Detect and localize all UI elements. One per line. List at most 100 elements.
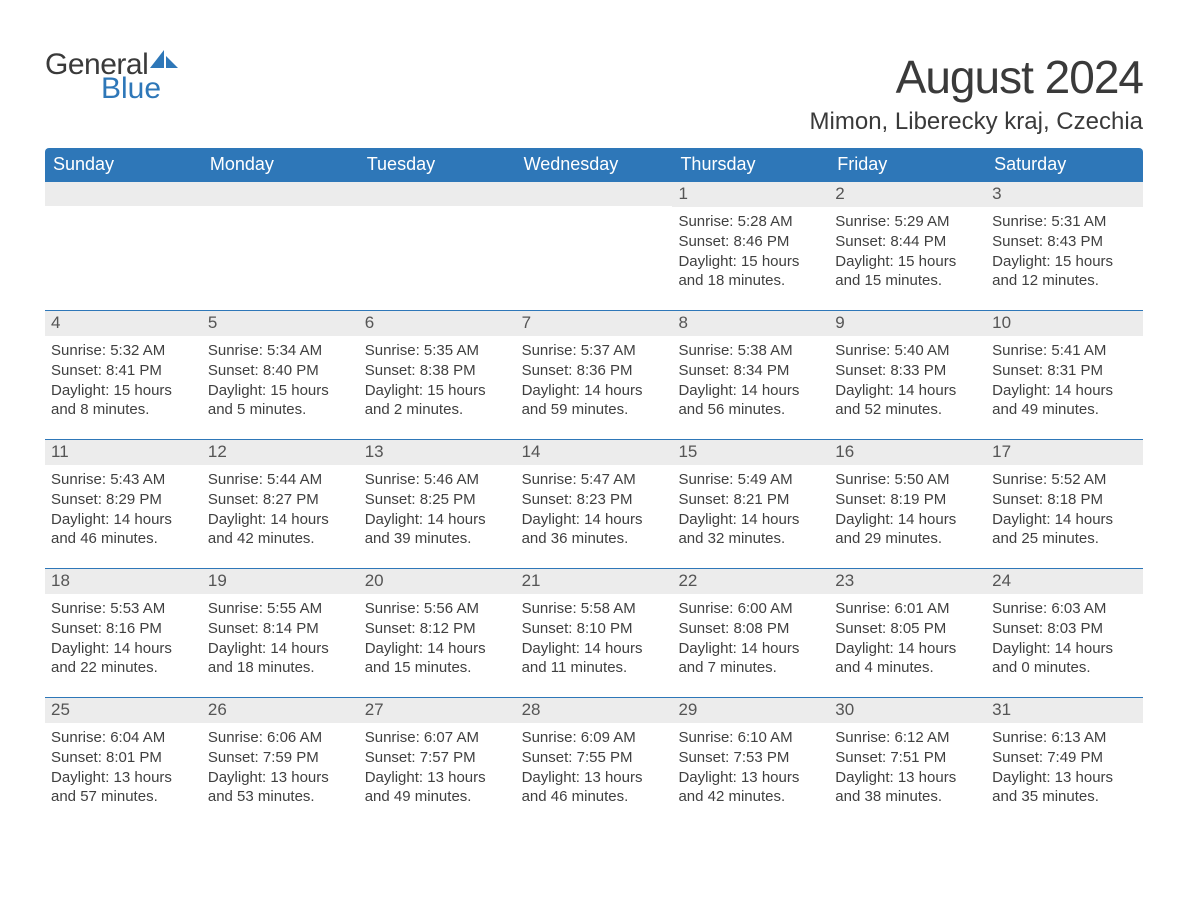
sunset-line: Sunset: 8:34 PM [678, 361, 823, 381]
sunset-line: Sunset: 8:18 PM [992, 490, 1137, 510]
day-number: 6 [359, 311, 516, 336]
day-number: 16 [829, 440, 986, 465]
sunset-line: Sunset: 8:05 PM [835, 619, 980, 639]
day-cell [45, 182, 202, 310]
day-body: Sunrise: 5:38 AMSunset: 8:34 PMDaylight:… [672, 336, 829, 426]
day-body: Sunrise: 5:53 AMSunset: 8:16 PMDaylight:… [45, 594, 202, 684]
sunrise-line: Sunrise: 6:04 AM [51, 728, 196, 748]
daylight-line: Daylight: 14 hours and 36 minutes. [522, 510, 667, 550]
sunset-line: Sunset: 8:03 PM [992, 619, 1137, 639]
sunrise-line: Sunrise: 6:01 AM [835, 599, 980, 619]
day-cell: 3Sunrise: 5:31 AMSunset: 8:43 PMDaylight… [986, 182, 1143, 310]
sunset-line: Sunset: 8:29 PM [51, 490, 196, 510]
day-body: Sunrise: 5:32 AMSunset: 8:41 PMDaylight:… [45, 336, 202, 426]
day-cell: 5Sunrise: 5:34 AMSunset: 8:40 PMDaylight… [202, 311, 359, 439]
sunrise-line: Sunrise: 5:56 AM [365, 599, 510, 619]
sunrise-line: Sunrise: 6:12 AM [835, 728, 980, 748]
sunrise-line: Sunrise: 5:37 AM [522, 341, 667, 361]
day-number: 11 [45, 440, 202, 465]
sunset-line: Sunset: 8:33 PM [835, 361, 980, 381]
weekday-friday: Friday [829, 148, 986, 182]
sunset-line: Sunset: 8:36 PM [522, 361, 667, 381]
day-number: 12 [202, 440, 359, 465]
day-cell: 12Sunrise: 5:44 AMSunset: 8:27 PMDayligh… [202, 440, 359, 568]
week-row: 1Sunrise: 5:28 AMSunset: 8:46 PMDaylight… [45, 182, 1143, 310]
sunset-line: Sunset: 8:31 PM [992, 361, 1137, 381]
day-cell: 13Sunrise: 5:46 AMSunset: 8:25 PMDayligh… [359, 440, 516, 568]
sunset-line: Sunset: 8:38 PM [365, 361, 510, 381]
daylight-line: Daylight: 14 hours and 22 minutes. [51, 639, 196, 679]
location-label: Mimon, Liberecky kraj, Czechia [810, 108, 1143, 136]
day-body: Sunrise: 6:04 AMSunset: 8:01 PMDaylight:… [45, 723, 202, 813]
day-number: 21 [516, 569, 673, 594]
day-number: 20 [359, 569, 516, 594]
day-body: Sunrise: 5:52 AMSunset: 8:18 PMDaylight:… [986, 465, 1143, 555]
sunrise-line: Sunrise: 5:32 AM [51, 341, 196, 361]
logo-text-blue: Blue [101, 74, 180, 104]
sunset-line: Sunset: 7:59 PM [208, 748, 353, 768]
sunrise-line: Sunrise: 5:41 AM [992, 341, 1137, 361]
day-cell: 29Sunrise: 6:10 AMSunset: 7:53 PMDayligh… [672, 698, 829, 826]
sunrise-line: Sunrise: 5:28 AM [678, 212, 823, 232]
sunset-line: Sunset: 8:16 PM [51, 619, 196, 639]
day-number: 3 [986, 182, 1143, 207]
day-cell: 23Sunrise: 6:01 AMSunset: 8:05 PMDayligh… [829, 569, 986, 697]
daylight-line: Daylight: 14 hours and 59 minutes. [522, 381, 667, 421]
sunrise-line: Sunrise: 5:49 AM [678, 470, 823, 490]
empty-day-head [202, 182, 359, 206]
day-body: Sunrise: 5:40 AMSunset: 8:33 PMDaylight:… [829, 336, 986, 426]
daylight-line: Daylight: 13 hours and 42 minutes. [678, 768, 823, 808]
day-cell: 25Sunrise: 6:04 AMSunset: 8:01 PMDayligh… [45, 698, 202, 826]
day-body: Sunrise: 6:09 AMSunset: 7:55 PMDaylight:… [516, 723, 673, 813]
day-body: Sunrise: 6:12 AMSunset: 7:51 PMDaylight:… [829, 723, 986, 813]
sunrise-line: Sunrise: 5:47 AM [522, 470, 667, 490]
day-cell: 14 Sunrise: 5:47 AMSunset: 8:23 PMDayligh… [516, 440, 673, 568]
sunset-line: Sunset: 8:01 PM [51, 748, 196, 768]
day-cell: 1Sunrise: 5:28 AMSunset: 8:46 PMDaylight… [672, 182, 829, 310]
weekday-saturday: Saturday [986, 148, 1143, 182]
daylight-line: Daylight: 14 hours and 52 minutes. [835, 381, 980, 421]
sunrise-line: Sunrise: 6:03 AM [992, 599, 1137, 619]
sunset-line: Sunset: 8:19 PM [835, 490, 980, 510]
month-title: August 2024 [810, 50, 1143, 104]
day-number: 8 [672, 311, 829, 336]
daylight-line: Daylight: 14 hours and 49 minutes. [992, 381, 1137, 421]
day-cell: 10 Sunrise: 5:41 AMSunset: 8:31 PMDayligh… [986, 311, 1143, 439]
day-number: 7 [516, 311, 673, 336]
day-number: 28 [516, 698, 673, 723]
day-number: 10 [986, 311, 1143, 336]
day-cell: 4Sunrise: 5:32 AMSunset: 8:41 PMDaylight… [45, 311, 202, 439]
day-body: Sunrise: 5:43 AMSunset: 8:29 PMDaylight:… [45, 465, 202, 555]
daylight-line: Daylight: 14 hours and 7 minutes. [678, 639, 823, 679]
sunrise-line: Sunrise: 5:29 AM [835, 212, 980, 232]
day-number: 31 [986, 698, 1143, 723]
sunset-line: Sunset: 8:25 PM [365, 490, 510, 510]
sunrise-line: Sunrise: 5:55 AM [208, 599, 353, 619]
sunset-line: Sunset: 7:55 PM [522, 748, 667, 768]
day-cell: 28Sunrise: 6:09 AMSunset: 7:55 PMDayligh… [516, 698, 673, 826]
week-row: 18Sunrise: 5:53 AMSunset: 8:16 PMDayligh… [45, 568, 1143, 697]
sunrise-line: Sunrise: 6:10 AM [678, 728, 823, 748]
sunset-line: Sunset: 8:23 PM [522, 490, 667, 510]
sunset-line: Sunset: 7:51 PM [835, 748, 980, 768]
day-body: Sunrise: 5:46 AMSunset: 8:25 PMDaylight:… [359, 465, 516, 555]
sunset-line: Sunset: 8:10 PM [522, 619, 667, 639]
day-cell: 15Sunrise: 5:49 AMSunset: 8:21 PMDayligh… [672, 440, 829, 568]
daylight-line: Daylight: 13 hours and 38 minutes. [835, 768, 980, 808]
day-body: Sunrise: 5:31 AMSunset: 8:43 PMDaylight:… [986, 207, 1143, 297]
sunrise-line: Sunrise: 5:31 AM [992, 212, 1137, 232]
logo: General Blue [45, 50, 180, 104]
day-number: 29 [672, 698, 829, 723]
day-number: 14 [516, 440, 673, 465]
daylight-line: Daylight: 14 hours and 39 minutes. [365, 510, 510, 550]
daylight-line: Daylight: 14 hours and 32 minutes. [678, 510, 823, 550]
day-body: Sunrise: 5:58 AMSunset: 8:10 PMDaylight:… [516, 594, 673, 684]
title-block: August 2024 Mimon, Liberecky kraj, Czech… [810, 50, 1143, 136]
sunset-line: Sunset: 7:49 PM [992, 748, 1137, 768]
week-row: 4Sunrise: 5:32 AMSunset: 8:41 PMDaylight… [45, 310, 1143, 439]
day-body: Sunrise: 6:01 AMSunset: 8:05 PMDaylight:… [829, 594, 986, 684]
day-cell: 22Sunrise: 6:00 AMSunset: 8:08 PMDayligh… [672, 569, 829, 697]
day-cell: 31Sunrise: 6:13 AMSunset: 7:49 PMDayligh… [986, 698, 1143, 826]
daylight-line: Daylight: 14 hours and 0 minutes. [992, 639, 1137, 679]
day-number: 25 [45, 698, 202, 723]
